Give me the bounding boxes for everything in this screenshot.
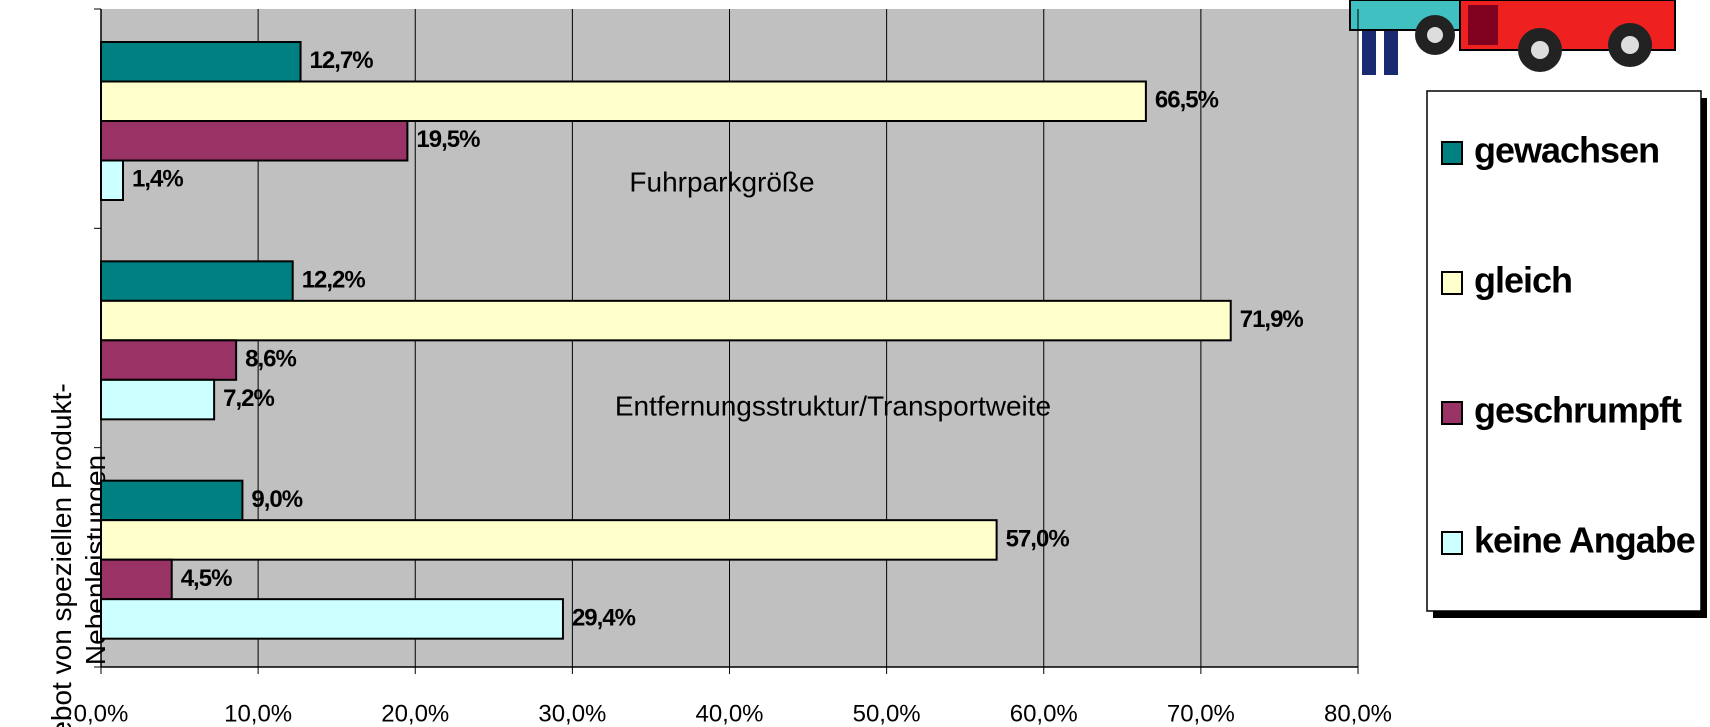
bar: [100, 378, 216, 421]
x-tick-label: 50,0%: [853, 700, 921, 727]
bar: [100, 479, 244, 522]
legend-swatch: [1441, 271, 1463, 295]
legend-label: gewachsen: [1474, 130, 1659, 171]
data-label: 29,4%: [572, 604, 636, 631]
bar: [100, 260, 294, 302]
x-tick-label: 20,0%: [381, 700, 449, 727]
legend-swatch: [1441, 531, 1463, 555]
category-label: Fuhrparkgröße: [629, 166, 814, 197]
legend-swatch: [1441, 401, 1463, 425]
data-label: 9,0%: [251, 486, 302, 513]
legend-box: [1426, 90, 1702, 612]
data-label: 19,5%: [416, 126, 480, 153]
bar: [100, 339, 238, 381]
bar: [100, 299, 1232, 342]
bar: [100, 598, 564, 640]
x-tick-label: 40,0%: [695, 700, 763, 727]
data-label: 8,6%: [245, 345, 296, 372]
bar: [100, 159, 124, 201]
x-tick-label: 80,0%: [1324, 700, 1392, 727]
legend-label: keine Angabe: [1474, 520, 1695, 561]
x-tick-label: 0,0%: [74, 700, 129, 727]
category-label-line: ebot von speziellen Produkt-: [46, 383, 77, 727]
bar: [100, 120, 409, 162]
x-tick-label: 70,0%: [1167, 700, 1235, 727]
data-label: 71,9%: [1240, 306, 1304, 333]
data-label: 12,2%: [302, 266, 366, 293]
legend-label: gleich: [1474, 260, 1572, 301]
data-label: 1,4%: [132, 166, 183, 193]
bar: [100, 558, 173, 601]
legend-label: geschrumpft: [1474, 390, 1682, 431]
bar: [100, 41, 302, 83]
category-label: Entfernungsstruktur/Transportweite: [615, 390, 1051, 421]
data-label: 7,2%: [223, 385, 274, 412]
bar: [100, 80, 1147, 122]
bar: [100, 519, 998, 561]
data-label: 66,5%: [1155, 87, 1219, 114]
legend-swatch: [1441, 141, 1463, 165]
illustration: [1349, 0, 1676, 75]
data-label: 12,7%: [310, 47, 374, 74]
x-tick-label: 60,0%: [1010, 700, 1078, 727]
x-tick-label: 10,0%: [224, 700, 292, 727]
data-label: 4,5%: [181, 565, 232, 592]
x-tick-label: 30,0%: [538, 700, 606, 727]
data-label: 57,0%: [1006, 525, 1070, 552]
